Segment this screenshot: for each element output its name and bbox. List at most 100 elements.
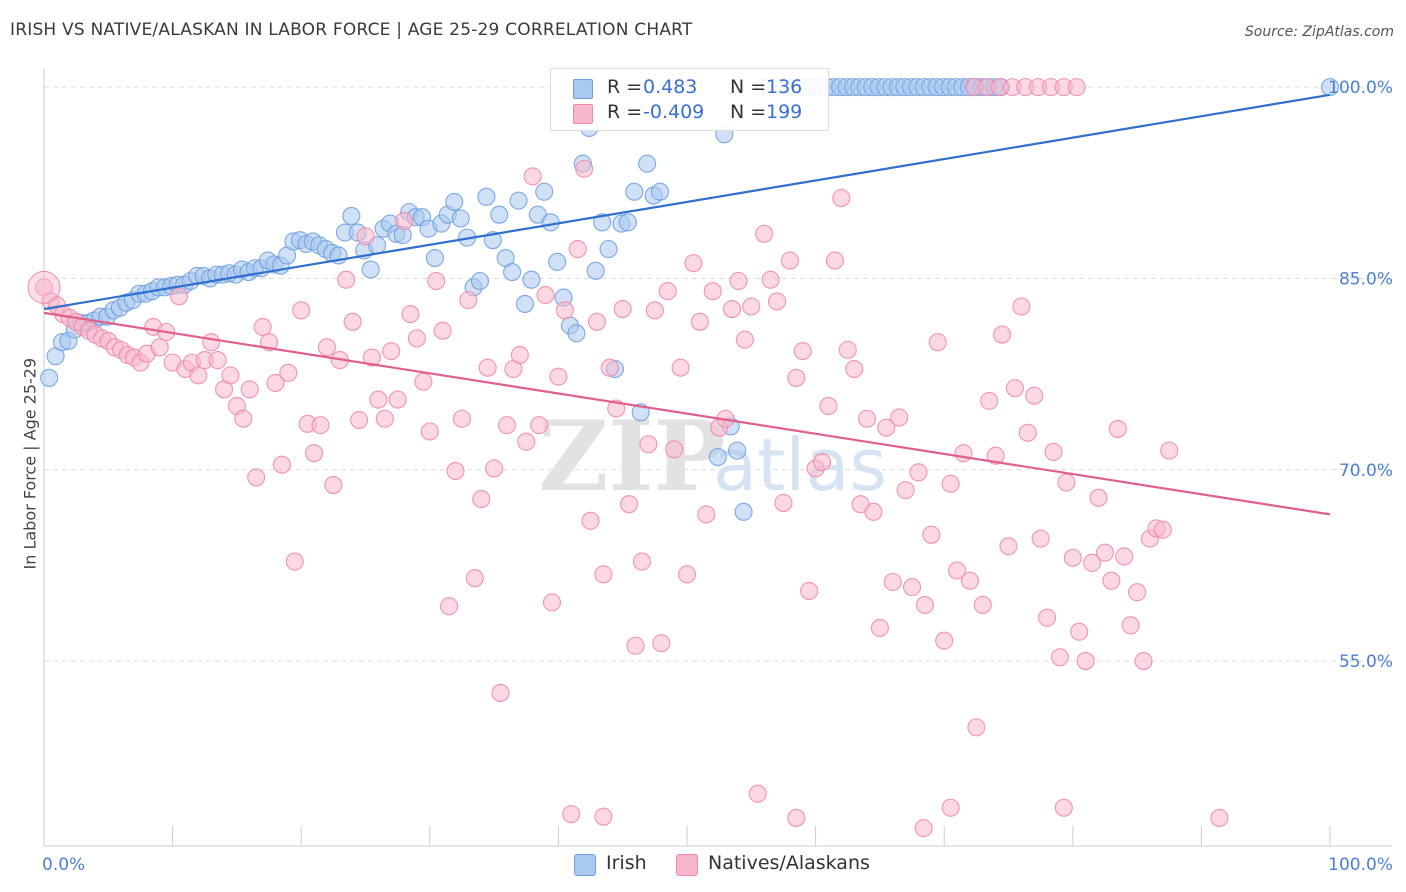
natives-point: [1121, 616, 1140, 635]
natives-point: [832, 189, 851, 208]
irish-point: [638, 154, 657, 173]
natives-point: [420, 422, 439, 441]
natives-point: [587, 312, 607, 331]
irish-point: [586, 261, 605, 280]
natives-point: [536, 285, 555, 305]
natives-point: [568, 240, 587, 259]
natives-point: [272, 455, 291, 474]
natives-point: [27, 270, 61, 304]
natives-point: [703, 282, 722, 301]
natives-point: [1063, 548, 1082, 567]
natives-point: [221, 366, 240, 385]
y-tick-label: 70.0%: [1339, 461, 1393, 481]
natives-point: [542, 593, 562, 612]
natives-point: [324, 476, 343, 495]
irish-point: [361, 260, 380, 279]
natives-point: [748, 784, 767, 803]
series-label-irish: Irish: [606, 852, 647, 874]
natives-point: [575, 159, 594, 178]
legend-n-label: N =: [730, 76, 767, 98]
natives-point: [800, 581, 819, 600]
natives-point: [697, 505, 716, 524]
legend-r-label: R =: [607, 101, 643, 123]
natives-point: [1067, 78, 1086, 97]
irish-point: [625, 182, 644, 201]
natives-point: [427, 271, 446, 291]
natives-point: [1057, 473, 1076, 492]
natives-point: [555, 301, 574, 320]
series-swatch-natives: [676, 854, 698, 876]
natives-point: [652, 634, 671, 653]
natives-point: [208, 351, 227, 370]
natives-point: [562, 805, 581, 824]
irish-point: [515, 294, 535, 314]
natives-point: [722, 300, 742, 319]
natives-point: [973, 595, 992, 614]
natives-point: [877, 418, 896, 437]
natives-point: [189, 366, 208, 385]
irish-point: [618, 213, 637, 232]
irish-point: [522, 270, 541, 289]
irish-point: [567, 324, 586, 343]
natives-point: [369, 390, 388, 409]
natives-point: [1153, 520, 1172, 539]
natives-point: [1160, 441, 1179, 460]
natives-point: [234, 409, 253, 428]
natives-point: [388, 390, 407, 409]
natives-point: [1095, 543, 1114, 562]
natives-point: [665, 440, 684, 459]
natives-point: [510, 345, 529, 365]
irish-point: [509, 191, 528, 210]
natives-point: [1134, 652, 1153, 671]
legend-n-value: 136: [766, 76, 803, 98]
irish-point: [599, 240, 618, 259]
natives-point: [362, 348, 381, 367]
natives-point: [1005, 379, 1024, 398]
natives-point: [337, 270, 356, 289]
irish-point: [425, 248, 444, 268]
natives-point: [774, 493, 793, 512]
natives-point: [202, 333, 221, 352]
irish-point: [708, 447, 727, 467]
natives-point: [433, 321, 452, 340]
natives-point: [787, 368, 806, 387]
natives-point: [787, 808, 806, 827]
natives-point: [446, 461, 465, 481]
irish-point: [477, 187, 496, 206]
y-tick-label: 100.0%: [1328, 78, 1393, 98]
natives-point: [812, 453, 832, 472]
natives-point: [407, 329, 426, 348]
irish-point: [40, 368, 59, 387]
natives-point: [767, 292, 787, 311]
series-swatch-irish: [574, 854, 596, 876]
natives-point: [626, 636, 645, 655]
natives-point: [935, 631, 954, 650]
natives-point: [1102, 571, 1121, 590]
chart-source: Source: ZipAtlas.com: [1244, 24, 1394, 40]
natives-point: [645, 301, 664, 320]
natives-point: [922, 525, 941, 544]
natives-point: [517, 432, 536, 451]
natives-point: [980, 391, 999, 410]
natives-point: [620, 495, 639, 514]
natives-point: [632, 552, 652, 571]
natives-point: [1076, 652, 1095, 671]
y-axis-label: In Labor Force | Age 25-29: [20, 357, 40, 570]
natives-point: [960, 571, 979, 590]
natives-point: [838, 340, 857, 359]
legend-swatch-natives: [573, 104, 593, 124]
natives-point: [600, 358, 619, 377]
natives-point: [883, 572, 902, 592]
natives-point: [1018, 423, 1037, 442]
natives-point: [401, 305, 420, 324]
natives-point: [285, 552, 304, 571]
watermark-zip: ZIP: [538, 400, 725, 513]
natives-point: [266, 373, 285, 393]
natives-point: [581, 511, 600, 530]
natives-point: [1044, 442, 1063, 461]
natives-point: [671, 358, 690, 377]
irish-point: [734, 502, 753, 521]
natives-point: [948, 561, 967, 580]
natives-point: [793, 342, 812, 361]
natives-point: [253, 317, 272, 336]
